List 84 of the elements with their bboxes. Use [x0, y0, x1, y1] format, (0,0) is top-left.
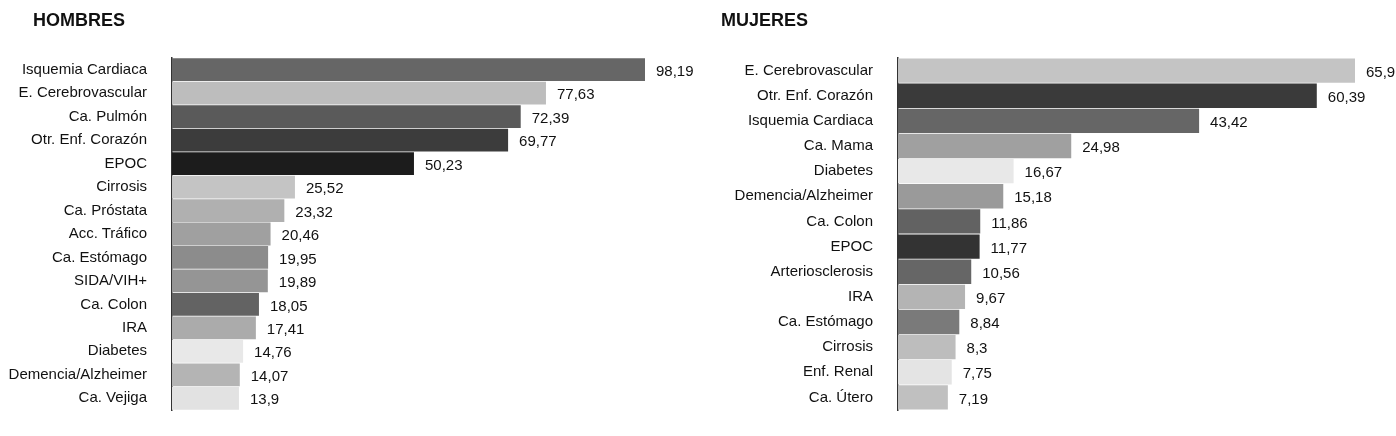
bar — [172, 222, 271, 246]
data-label: 8,3 — [966, 339, 988, 357]
y-tick-label: Ca. Mama — [803, 136, 874, 154]
data-label: 24,98 — [1082, 138, 1120, 156]
data-label: 14,76 — [254, 343, 292, 361]
data-label: 14,07 — [250, 366, 289, 384]
data-label: 60,39 — [1327, 87, 1366, 105]
bar — [898, 158, 1014, 184]
data-label: 10,56 — [982, 263, 1020, 281]
y-tick-label: Ca. Estómago — [777, 312, 873, 330]
y-tick-label: Enf. Renal — [802, 362, 873, 380]
data-label: 7,75 — [962, 364, 992, 382]
y-tick-label: Acc. Tráfico — [68, 224, 147, 242]
y-tick-label: Otr. Enf. Corazón — [31, 130, 147, 148]
data-label: 11,86 — [991, 213, 1028, 231]
bar — [898, 133, 1072, 159]
y-tick-label: EPOC — [830, 236, 874, 254]
bar — [172, 58, 645, 82]
y-tick-label: EPOC — [104, 153, 148, 171]
data-label: 69,77 — [519, 132, 557, 150]
bar — [172, 339, 244, 363]
data-label: 20,46 — [281, 226, 320, 244]
y-tick-label: Ca. Útero — [808, 387, 873, 405]
y-tick-label: Arteriosclerosis — [770, 261, 873, 279]
bar — [172, 105, 521, 129]
bar — [172, 81, 546, 105]
y-tick-label: SIDA/VIH+ — [74, 271, 148, 289]
y-tick-label: Isquemia Cardiaca — [747, 111, 874, 128]
data-label: 65,9 — [1366, 62, 1396, 80]
y-tick-label: Ca. Vejiga — [78, 388, 148, 406]
bar — [898, 309, 960, 335]
y-tick-label: Ca. Colon — [80, 294, 147, 312]
y-tick-label: Demencia/Alzheimer — [734, 186, 873, 204]
bar — [898, 209, 981, 234]
data-label: 13,9 — [249, 390, 280, 408]
y-tick-label: Ca. Colon — [806, 211, 873, 229]
y-tick-label: Ca. Pulmón — [68, 106, 147, 124]
data-label: 19,95 — [279, 249, 317, 267]
y-tick-label: E. Cerebrovascular — [18, 83, 147, 101]
bar — [898, 108, 1200, 134]
bar — [898, 360, 952, 385]
data-label: 72,39 — [531, 108, 570, 126]
y-tick-label: E. Cerebrovascular — [744, 60, 873, 78]
bar — [898, 385, 948, 410]
data-label: 15,18 — [1014, 188, 1052, 206]
data-label: 9,67 — [976, 289, 1006, 306]
y-tick-label: Diabetes — [87, 341, 147, 359]
y-tick-label: Otr. Enf. Corazón — [757, 85, 873, 103]
y-tick-label: IRA — [121, 318, 147, 336]
chart-title: HOMBRES — [33, 10, 126, 31]
data-label: 11,77 — [990, 238, 1028, 256]
bar — [898, 58, 1355, 83]
bar — [172, 363, 240, 387]
bar — [172, 316, 256, 340]
data-label: 8,84 — [970, 314, 1000, 332]
y-tick-label: IRA — [847, 287, 873, 304]
data-label: 43,42 — [1210, 113, 1248, 130]
y-tick-label: Demencia/Alzheimer — [8, 364, 147, 382]
bar — [898, 284, 966, 310]
data-label: 19,89 — [278, 273, 317, 291]
bar — [898, 184, 1004, 209]
y-tick-label: Cirrosis — [822, 337, 873, 355]
data-label: 7,19 — [958, 389, 989, 407]
y-tick-label: Ca. Próstata — [63, 200, 148, 218]
bar — [172, 293, 259, 316]
y-tick-label: Isquemia Cardiaca — [21, 59, 148, 77]
data-label: 18,05 — [269, 296, 308, 314]
y-tick-label: Diabetes — [813, 161, 873, 179]
data-label: 50,23 — [424, 155, 463, 173]
data-label: 16,67 — [1024, 163, 1063, 181]
data-label: 17,41 — [266, 320, 305, 338]
y-tick-label: Ca. Estómago — [51, 247, 147, 265]
y-tick-label: Cirrosis — [96, 177, 147, 195]
data-label: 25,52 — [305, 179, 344, 197]
chart-title: MUJERES — [721, 10, 809, 31]
data-label: 98,19 — [656, 61, 694, 79]
data-label: 23,32 — [295, 202, 333, 220]
bar — [898, 259, 972, 284]
bar — [172, 152, 414, 175]
bar — [172, 199, 285, 222]
bar — [898, 334, 956, 360]
bar — [172, 386, 239, 410]
data-label: 77,63 — [556, 85, 595, 103]
bar — [172, 175, 295, 199]
